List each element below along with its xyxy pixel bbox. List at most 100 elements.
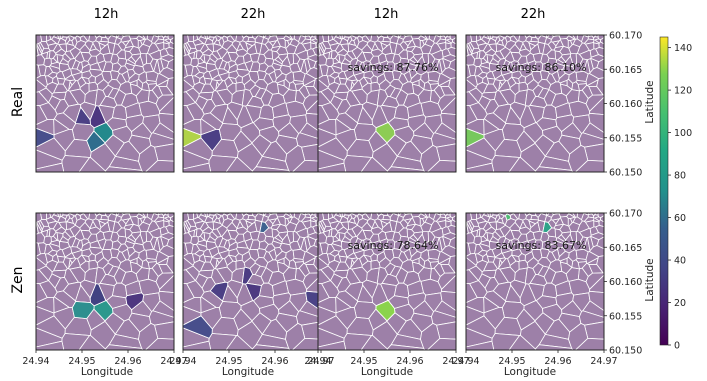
region-cell xyxy=(511,238,520,247)
region-cell xyxy=(117,57,128,67)
region-cell xyxy=(442,232,456,241)
region-cell xyxy=(212,214,218,223)
region-cell xyxy=(481,36,491,45)
region-cell xyxy=(36,242,41,257)
region-cell xyxy=(482,53,489,63)
region-cell xyxy=(51,91,67,101)
region-cell xyxy=(326,253,336,264)
region-cell xyxy=(566,256,574,269)
x-axis-label-4: Longitude xyxy=(504,366,556,378)
region-cell xyxy=(156,257,169,265)
region-cell xyxy=(154,220,165,230)
region-cell xyxy=(403,248,412,261)
region-cell xyxy=(36,340,65,350)
region-cell xyxy=(144,159,174,172)
region-cell xyxy=(192,35,199,42)
hotspot-cell xyxy=(542,221,553,233)
region-cell xyxy=(475,35,482,42)
column-titles: 12h 22h 12h 22h xyxy=(94,7,546,22)
x-tick-label: 24.95 xyxy=(215,356,242,367)
region-cell xyxy=(274,234,284,243)
region-cell xyxy=(264,41,274,51)
region-cell xyxy=(303,257,316,265)
x-tick-label: 24.94 xyxy=(304,356,331,367)
region-cell xyxy=(198,91,214,101)
region-cell xyxy=(474,75,484,86)
savings-label: savings: 87.76% xyxy=(348,61,439,74)
region-cell xyxy=(590,54,604,63)
region-cell xyxy=(223,213,231,216)
region-cell xyxy=(370,48,383,57)
region-cell xyxy=(494,228,505,238)
region-cell xyxy=(399,41,409,51)
region-cell xyxy=(547,41,557,51)
region-cell xyxy=(198,269,214,279)
region-cell xyxy=(525,213,533,221)
region-cell xyxy=(584,42,595,52)
hotspot-cell xyxy=(75,106,91,126)
y-tick-label: 60.155 xyxy=(609,133,642,144)
region-cell xyxy=(264,235,275,245)
column-title-3: 12h xyxy=(374,7,399,22)
region-cell xyxy=(363,60,372,69)
region-cell xyxy=(245,220,254,229)
region-cell xyxy=(223,35,231,38)
map-panel-7: savings: 78.64% xyxy=(317,212,457,351)
region-cell xyxy=(235,226,248,235)
region-cell xyxy=(242,35,250,43)
region-cell xyxy=(588,112,604,134)
region-cell xyxy=(98,220,107,229)
region-cell xyxy=(158,290,174,312)
map-panel-8: savings: 83.67% xyxy=(465,212,605,351)
region-cell xyxy=(190,235,199,245)
region-cell xyxy=(584,220,595,230)
region-cell xyxy=(440,112,456,134)
region-cell xyxy=(574,337,604,350)
region-cell xyxy=(211,228,222,238)
region-cell xyxy=(45,35,52,42)
region-cell xyxy=(370,226,383,235)
region-cell xyxy=(347,214,353,223)
region-cell xyxy=(310,36,316,41)
region-cell xyxy=(560,38,569,49)
region-cell xyxy=(52,53,59,63)
region-cell xyxy=(231,40,241,52)
region-cell xyxy=(144,337,174,350)
region-cell xyxy=(524,88,537,107)
region-cell xyxy=(447,46,456,58)
row-label-real: Real xyxy=(10,87,26,117)
region-cell xyxy=(426,159,456,172)
region-cell xyxy=(132,242,145,254)
region-cell xyxy=(304,58,311,74)
region-cell xyxy=(325,235,334,245)
region-cell xyxy=(514,218,524,230)
hotspot-cell xyxy=(245,282,262,302)
region-cell xyxy=(303,79,316,87)
region-cell xyxy=(263,213,272,218)
region-cell xyxy=(574,159,604,172)
panel-frame xyxy=(317,212,457,351)
region-cell xyxy=(160,232,174,241)
region-cell xyxy=(489,35,494,40)
hotspot-cell xyxy=(183,315,213,339)
region-cell xyxy=(447,224,456,236)
region-cell xyxy=(361,82,372,96)
y-tick-label: 60.150 xyxy=(609,346,642,357)
region-cell xyxy=(524,266,537,285)
region-cell xyxy=(588,290,604,312)
region-cell xyxy=(439,58,446,74)
colorbar-tick-label: 80 xyxy=(674,171,686,182)
region-cell xyxy=(445,214,451,219)
region-cell xyxy=(418,256,426,269)
region-cell xyxy=(191,75,201,86)
region-cell xyxy=(268,70,277,83)
region-cell xyxy=(514,40,524,52)
x-tick-label: 24.96 xyxy=(544,356,571,367)
region-cell xyxy=(198,36,208,45)
region-cell xyxy=(361,260,372,274)
region-cell xyxy=(595,46,604,58)
region-cell xyxy=(117,41,127,51)
region-cell xyxy=(557,56,567,65)
region-cell xyxy=(376,88,389,107)
